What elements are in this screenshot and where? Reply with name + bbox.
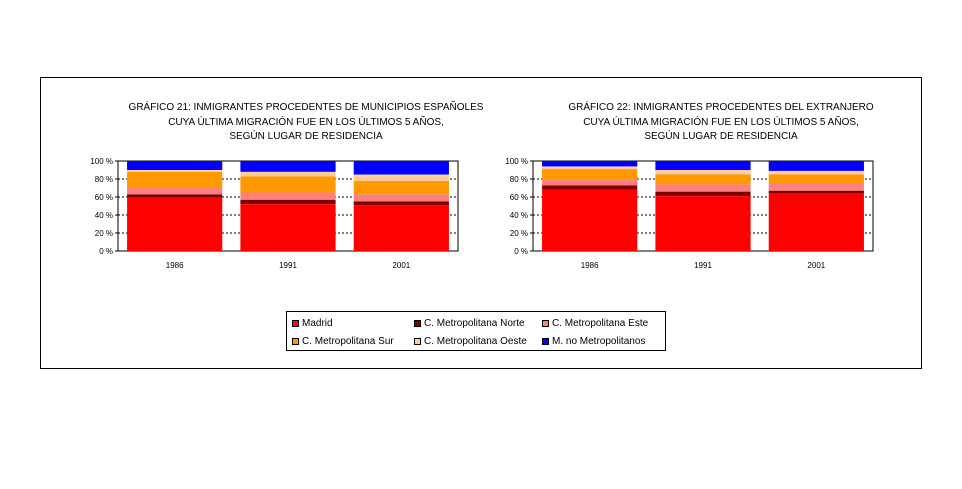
bar-segment-c-metropolitana-oeste [127,170,223,172]
x-tick-label: 1991 [694,261,712,270]
legend-entry: Madrid [292,316,333,330]
bar-segment-c-metropolitana-sur [768,174,864,184]
chart-title-line: GRÁFICO 21: INMIGRANTES PROCEDENTES DE M… [128,102,484,113]
bar-segment-c-metropolitana-norte [240,199,336,205]
y-tick-label: 0 % [99,247,113,256]
legend-label: M. no Metropolitanos [552,335,646,347]
legend-label: C. Metropolitana Sur [302,335,394,347]
bar-segment-c-metropolitana-norte [542,185,638,190]
legend-swatch-oeste [414,337,421,345]
legend-label: C. Metropolitana Norte [424,317,525,329]
bar-segment-c-metropolitana-sur [240,176,336,193]
legend-swatch-este [542,319,549,327]
legend-swatch-sur [292,337,299,345]
legend-entry: C. Metropolitana Norte [414,316,525,330]
bar-segment-m-no-metropolitanos [240,161,336,172]
y-tick-label: 20 % [510,229,528,238]
stacked-bar-chart-22: 0 % 20 % 40 % 60 % 80 % 100 % 1986 1991 2001 [505,157,874,270]
bar-segment-madrid [127,197,223,251]
bar-segment-c-metropolitana-norte [768,190,864,194]
chart-title-line: CUYA ÚLTIMA MIGRACIÓN FUE EN LOS ÚLTIMOS… [583,116,859,128]
legend-swatch-norte [414,319,421,327]
legend-entry: C. Metropolitana Oeste [414,334,527,348]
y-tick-label: 60 % [95,193,113,202]
bar-segment-c-metropolitana-oeste [655,170,751,175]
bar-segment-madrid [768,193,864,251]
y-tick-label: 100 % [505,157,528,166]
y-tick-label: 40 % [95,211,113,220]
bar-segment-c-metropolitana-norte [655,191,751,197]
y-tick-label: 80 % [510,175,528,184]
x-tick-label: 1986 [581,261,599,270]
bar-segment-m-no-metropolitanos [542,161,638,167]
bar-segment-c-metropolitana-oeste [542,166,638,170]
legend-swatch-no-metropolitanos [542,337,549,345]
y-tick-label: 20 % [95,229,113,238]
bar-segment-m-no-metropolitanos [768,161,864,171]
bar-segment-c-metropolitana-norte [127,194,223,197]
chart-title-21: GRÁFICO 21: INMIGRANTES PROCEDENTES DE M… [101,101,511,145]
bar-segment-madrid [655,196,751,251]
bar-segment-c-metropolitana-sur [542,169,638,180]
y-tick-label: 0 % [514,247,528,256]
x-tick-label: 2001 [807,261,825,270]
bar-segment-c-metropolitana-norte [353,201,449,206]
x-tick-label: 1991 [279,261,297,270]
y-tick-label: 60 % [510,193,528,202]
chart-title-line: SEGÚN LUGAR DE RESIDENCIA [644,131,798,142]
chart-legend: Madrid C. Metropolitana Norte C. Metropo… [286,311,666,351]
bar-segment-c-metropolitana-sur [127,171,223,188]
chart-title-line: GRÁFICO 22: INMIGRANTES PROCEDENTES DEL … [568,102,874,113]
legend-entry: C. Metropolitana Este [542,316,648,330]
chart-title-line: SEGÚN LUGAR DE RESIDENCIA [229,131,383,142]
chart-title-line: CUYA ÚLTIMA MIGRACIÓN FUE EN LOS ÚLTIMOS… [168,116,444,128]
bar-segment-madrid [240,204,336,251]
bar-segment-c-metropolitana-oeste [768,170,864,175]
chart-frame: GRÁFICO 21: INMIGRANTES PROCEDENTES DE M… [40,77,922,369]
bar-segment-m-no-metropolitanos [127,161,223,170]
legend-label: C. Metropolitana Este [552,317,649,329]
bar-segment-madrid [353,205,449,251]
bar-segment-c-metropolitana-oeste [240,171,336,177]
y-tick-label: 100 % [90,157,113,166]
bar-segment-c-metropolitana-este [353,194,449,202]
legend-label: Madrid [302,317,333,329]
bar-segment-madrid [542,189,638,251]
bar-segment-c-metropolitana-este [127,188,223,195]
bar-segment-c-metropolitana-oeste [353,174,449,181]
y-tick-label: 80 % [95,175,113,184]
bar-segment-m-no-metropolitanos [655,161,751,170]
stacked-bar-chart-21: 0 % 20 % 40 % 60 % 80 % 100 % 1986 1991 2001 [90,157,459,270]
x-tick-label: 1986 [166,261,184,270]
chart-title-22: GRÁFICO 22: INMIGRANTES PROCEDENTES DEL … [521,101,921,145]
bar-segment-c-metropolitana-este [542,179,638,186]
y-tick-label: 40 % [510,211,528,220]
bar-segment-c-metropolitana-este [240,192,336,200]
bar-segment-m-no-metropolitanos [353,161,449,175]
legend-swatch-madrid [292,319,299,327]
bar-segment-c-metropolitana-sur [353,180,449,195]
x-tick-label: 2001 [392,261,410,270]
legend-entry: M. no Metropolitanos [542,334,645,348]
bar-segment-c-metropolitana-sur [655,174,751,185]
legend-entry: C. Metropolitana Sur [292,334,394,348]
legend-label: C. Metropolitana Oeste [424,335,527,347]
bar-segment-c-metropolitana-este [655,184,751,192]
bar-segment-c-metropolitana-este [768,183,864,191]
